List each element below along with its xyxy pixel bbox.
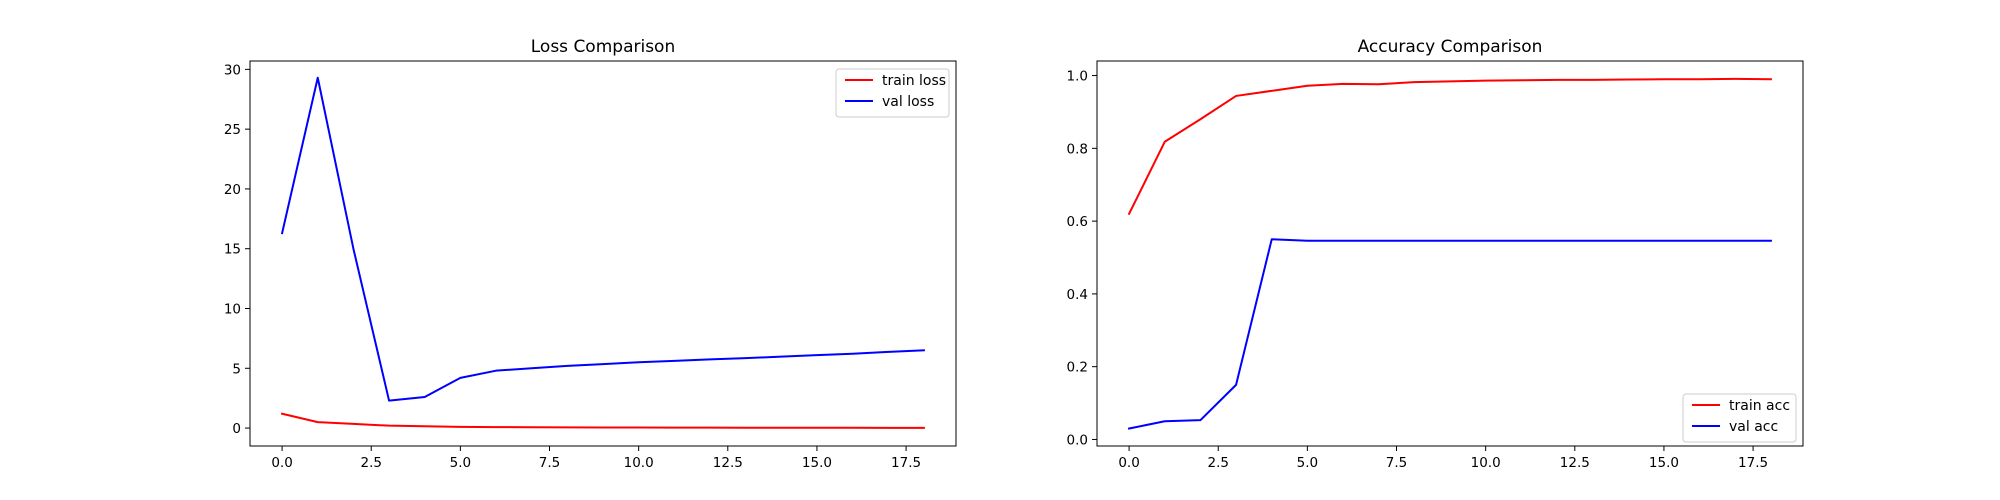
legend-label: val acc (1729, 419, 1778, 435)
x-tick-label: 12.5 (1560, 455, 1590, 471)
x-tick-label: 7.5 (539, 455, 560, 471)
y-tick-label: 0.0 (1067, 432, 1088, 448)
y-tick-label: 0.2 (1067, 360, 1088, 376)
series-line-train-acc (1127, 77, 1772, 216)
legend-label: train loss (882, 73, 946, 89)
x-tick-label: 7.5 (1386, 455, 1407, 471)
y-tick-label: 30 (224, 62, 241, 78)
legend-label: train acc (1729, 398, 1790, 414)
x-tick-label: 10.0 (624, 455, 654, 471)
y-tick-label: 0 (232, 421, 241, 437)
plot-frame (1096, 60, 1804, 447)
y-tick-label: 0.8 (1067, 141, 1088, 157)
x-tick-label: 15.0 (802, 455, 832, 471)
chart-title: Loss Comparison (531, 37, 675, 57)
x-tick-label: 17.5 (891, 455, 921, 471)
y-tick-label: 15 (224, 242, 241, 258)
legend-label: val loss (882, 94, 934, 110)
x-tick-label: 10.0 (1471, 455, 1501, 471)
x-tick-label: 5.0 (450, 455, 471, 471)
chart-0: Loss Comparison 0.0 2.5 5.0 7.5 10.0 12.5 15.0 1… (224, 37, 957, 471)
y-tick-label: 0.4 (1067, 287, 1088, 303)
y-tick-label: 1.0 (1067, 69, 1088, 85)
x-tick-label: 15.0 (1649, 455, 1679, 471)
x-tick-label: 2.5 (1207, 455, 1228, 471)
y-tick-label: 10 (224, 302, 241, 318)
chart-title: Accuracy Comparison (1358, 37, 1543, 57)
chart-1: Accuracy Comparison 0.0 2.5 5.0 7.5 10.0 12.5 1… (1067, 37, 1804, 471)
y-tick-label: 5 (232, 361, 241, 377)
series-line-train-loss (280, 412, 925, 429)
series-line-val-loss (280, 76, 925, 402)
x-tick-label: 5.0 (1297, 455, 1318, 471)
x-tick-label: 0.0 (271, 455, 292, 471)
x-tick-label: 17.5 (1738, 455, 1768, 471)
y-tick-label: 0.6 (1067, 214, 1088, 230)
x-tick-label: 2.5 (360, 455, 381, 471)
y-tick-label: 20 (224, 182, 241, 198)
series-line-val-acc (1127, 238, 1772, 430)
x-tick-label: 0.0 (1118, 455, 1139, 471)
plot-frame (249, 60, 957, 447)
y-tick-label: 25 (224, 122, 241, 138)
x-tick-label: 12.5 (713, 455, 743, 471)
